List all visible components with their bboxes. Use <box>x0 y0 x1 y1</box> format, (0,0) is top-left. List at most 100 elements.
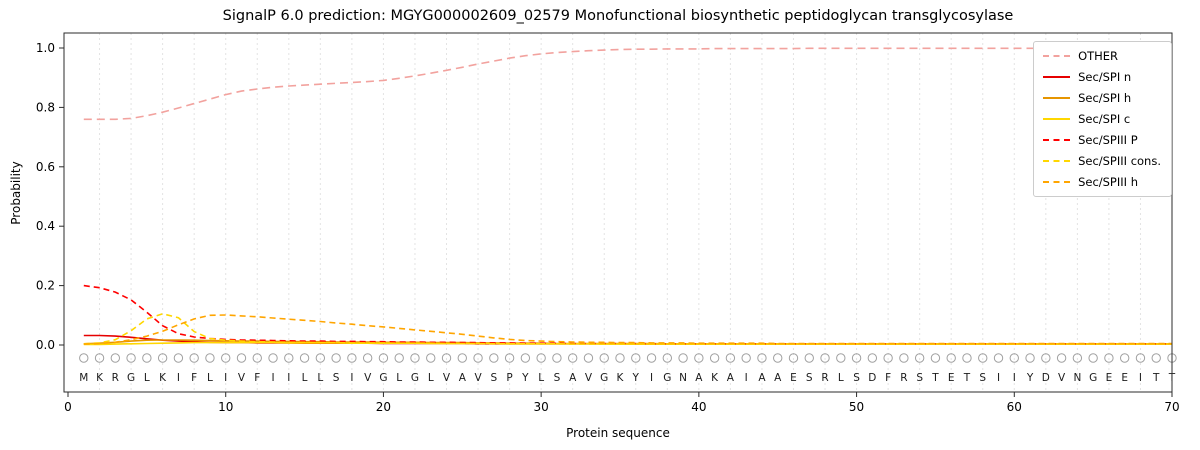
residue-letter: K <box>617 372 625 384</box>
residue-letter: E <box>790 372 797 384</box>
residue-letter: G <box>1089 372 1097 384</box>
residue-marker <box>709 353 720 363</box>
series-line-sec-spiii-cons <box>83 312 1172 345</box>
legend-label: Sec/SPI c <box>1078 112 1131 126</box>
residue-marker <box>1072 353 1083 363</box>
legend-item-other: OTHER <box>1043 49 1161 63</box>
residue-letter: L <box>207 372 213 384</box>
residue-letter: V <box>364 372 372 384</box>
residue-marker <box>441 353 452 363</box>
legend-item-sec-spi-n: Sec/SPI n <box>1043 70 1161 84</box>
residue-letter: G <box>600 372 608 384</box>
residue-marker <box>299 353 310 363</box>
legend-item-sec-spiii-cons: Sec/SPIII cons. <box>1043 154 1161 168</box>
plot-border <box>63 32 1173 393</box>
residue-marker <box>473 353 483 363</box>
residue-marker <box>315 353 326 363</box>
y-tick-label: 0.0 <box>36 338 55 352</box>
residue-letter: N <box>1073 372 1081 384</box>
residue-letter: S <box>490 372 497 384</box>
residue-letter: S <box>853 372 860 384</box>
residue-marker <box>410 353 420 363</box>
legend-label: Sec/SPIII h <box>1078 175 1138 189</box>
residue-letter: Y <box>521 372 529 384</box>
residue-letter: A <box>758 372 766 384</box>
residue-marker <box>725 353 736 363</box>
residue-marker <box>962 353 972 363</box>
legend-label: Sec/SPI h <box>1078 91 1132 105</box>
legend-line-swatch <box>1043 97 1071 99</box>
residue-letter: L <box>302 372 308 384</box>
residue-letter: I <box>224 372 227 384</box>
residue-letter: T <box>963 372 971 384</box>
residue-marker <box>552 353 562 363</box>
residue-marker <box>646 353 657 363</box>
residue-letter: T <box>1152 372 1160 384</box>
residue-letter: L <box>396 372 402 384</box>
residue-letter: F <box>885 372 891 384</box>
legend-line-swatch <box>1043 160 1071 162</box>
residue-letter: A <box>727 372 735 384</box>
residue-marker <box>110 353 121 363</box>
residue-marker <box>899 353 909 363</box>
y-tick-label: 0.4 <box>36 219 55 233</box>
residue-marker <box>1119 353 1130 363</box>
residue-marker <box>599 353 609 363</box>
residue-marker <box>993 353 1004 363</box>
residue-letter: S <box>806 372 813 384</box>
y-tick-label: 1.0 <box>36 41 55 55</box>
residue-letter: I <box>1139 372 1142 384</box>
residue-letter: L <box>838 372 844 384</box>
legend-item-sec-spi-c: Sec/SPI c <box>1043 112 1161 126</box>
series-line-sec-spiii-h <box>83 314 1172 345</box>
residue-letter: A <box>695 372 703 384</box>
legend-item-sec-spiii-h: Sec/SPIII h <box>1043 175 1161 189</box>
residue-marker <box>362 353 373 363</box>
residue-letter: G <box>663 372 671 384</box>
residue-letter: Y <box>632 372 640 384</box>
residue-marker <box>662 353 673 363</box>
residue-marker <box>426 353 436 363</box>
residue-letter: K <box>96 372 104 384</box>
x-tick-label: 70 <box>1164 400 1179 414</box>
residue-marker <box>94 353 105 363</box>
residue-marker <box>773 353 783 363</box>
residue-letter: V <box>585 372 593 384</box>
residue-marker <box>157 353 168 363</box>
x-tick-label: 60 <box>1007 400 1022 414</box>
residue-marker <box>836 353 846 363</box>
residue-letter: I <box>177 372 180 384</box>
x-tick-label: 10 <box>218 400 233 414</box>
residue-marker <box>536 353 546 363</box>
residue-letter: I <box>1013 372 1016 384</box>
residue-letter: R <box>821 372 828 384</box>
y-tick-label: 0.2 <box>36 279 55 293</box>
residue-marker <box>378 353 389 363</box>
residue-marker <box>567 353 578 363</box>
legend-label: Sec/SPI n <box>1078 70 1132 84</box>
legend-label: OTHER <box>1078 49 1119 63</box>
residue-marker <box>757 353 767 363</box>
residue-letter: F <box>191 372 197 384</box>
residue-letter: E <box>1121 372 1128 384</box>
residue-marker <box>347 353 357 363</box>
residue-marker <box>1009 353 1019 363</box>
residue-marker <box>221 353 231 363</box>
residue-marker <box>867 353 878 363</box>
residue-marker <box>504 353 515 363</box>
residue-letter: E <box>1106 372 1113 384</box>
residue-marker <box>1025 353 1035 363</box>
legend-item-sec-spi-h: Sec/SPI h <box>1043 91 1161 105</box>
y-tick-label: 0.8 <box>36 100 55 114</box>
residue-marker <box>1056 353 1067 363</box>
residue-letter: G <box>127 372 135 384</box>
residue-marker <box>583 353 594 363</box>
residue-marker <box>615 353 625 363</box>
residue-letter: S <box>979 372 986 384</box>
series-line-sec-spiii-p <box>83 284 1172 345</box>
legend-line-swatch <box>1043 55 1071 57</box>
residue-marker <box>631 353 641 363</box>
x-tick-label: 0 <box>64 400 72 414</box>
legend-line-swatch <box>1043 76 1071 78</box>
